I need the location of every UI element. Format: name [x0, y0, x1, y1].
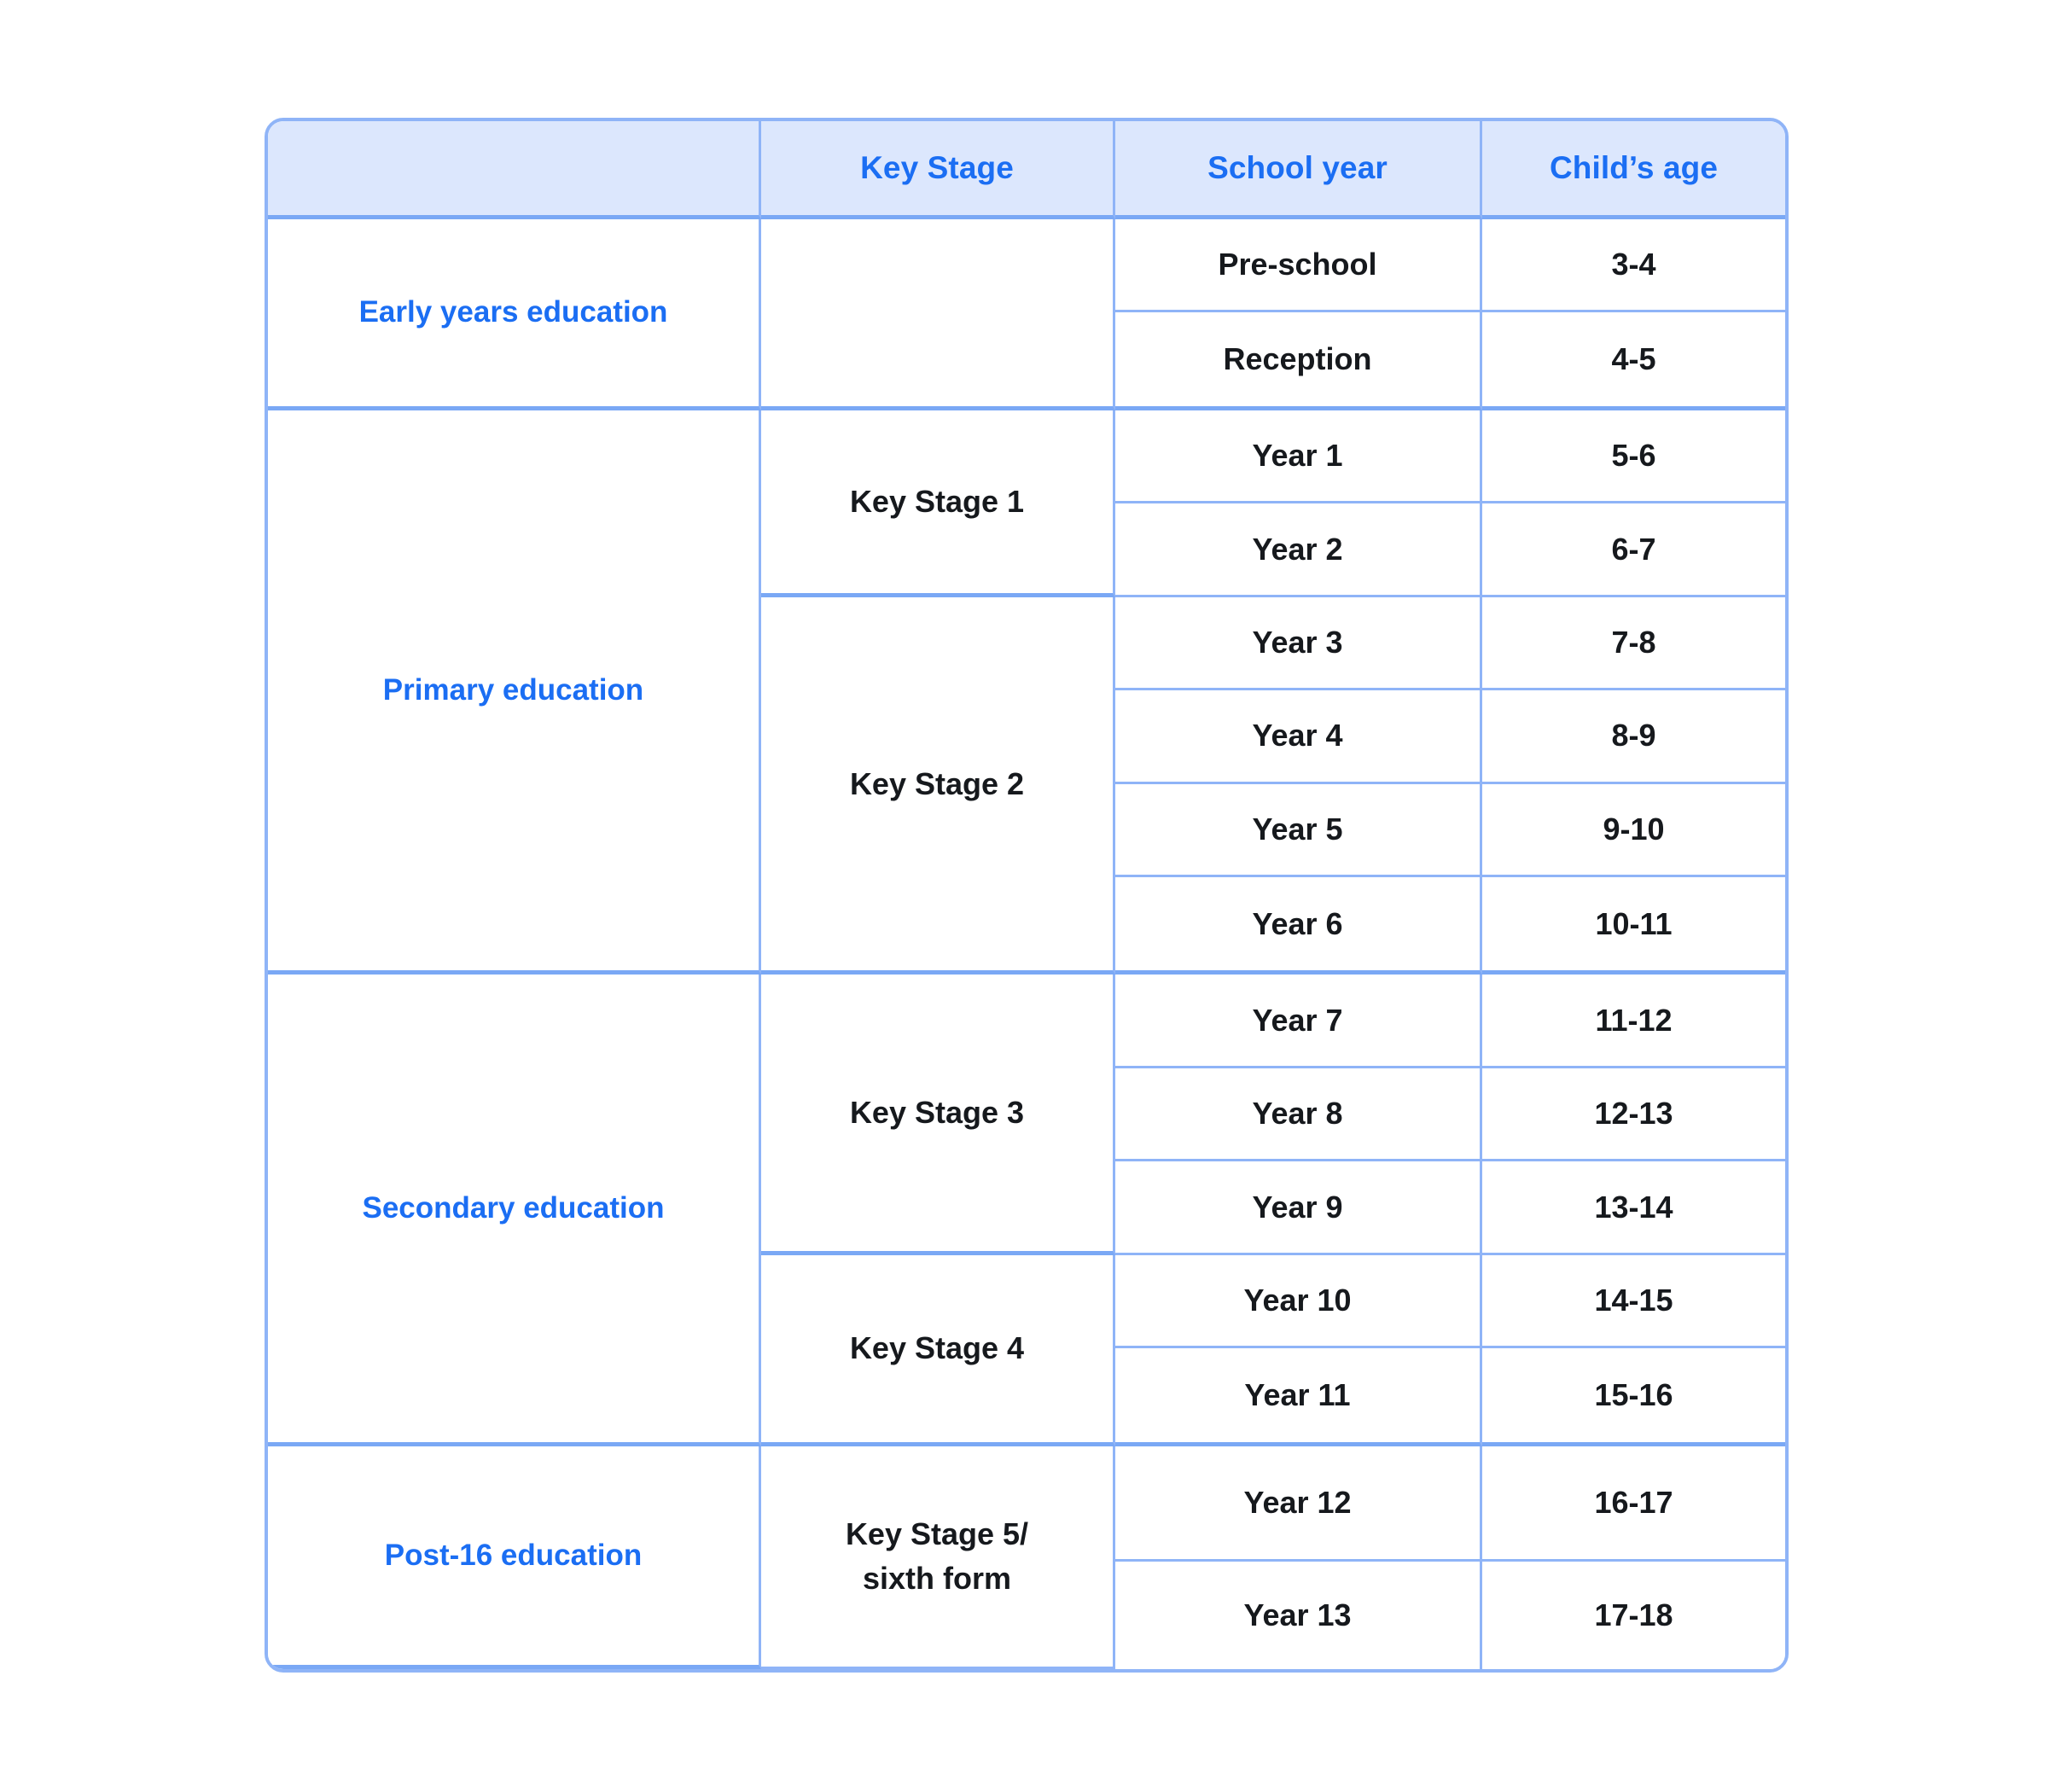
childs-age-cell: 3-4	[1482, 219, 1785, 313]
key-stage-cell: Key Stage 2	[761, 596, 1115, 975]
school-year-cell: Reception	[1115, 312, 1482, 410]
school-year-cell: Year 6	[1115, 877, 1482, 975]
table-row: Year 8 12-13	[268, 1068, 1785, 1162]
childs-age-cell: 8-9	[1482, 690, 1785, 784]
table-row: Year 2 6-7	[268, 503, 1785, 597]
school-year-cell: Pre-school	[1115, 219, 1482, 313]
school-year-cell: Year 11	[1115, 1348, 1482, 1446]
column-header-childs-age: Child’s age	[1482, 121, 1785, 219]
table-row: Year 4 8-9	[268, 690, 1785, 784]
key-stage-cell: Key Stage 5/sixth form	[761, 1446, 1115, 1669]
childs-age-cell: 16-17	[1482, 1446, 1785, 1562]
school-year-cell: Year 4	[1115, 690, 1482, 784]
childs-age-cell: 5-6	[1482, 410, 1785, 504]
table-row: Year 13 17-18	[268, 1561, 1785, 1669]
childs-age-cell: 7-8	[1482, 596, 1785, 691]
table-row: Reception 4-5	[268, 312, 1785, 410]
table-row: Secondary education Key Stage 3 Year 7 11-1…	[268, 975, 1785, 1446]
table-row: Year 9 13-14	[268, 1161, 1785, 1255]
school-year-cell: Year 8	[1115, 1068, 1482, 1162]
table-row: Year 6 10-11	[268, 877, 1785, 975]
table-header: Key Stage School year Child’s age	[268, 121, 1785, 219]
column-header-key-stage: Key Stage	[761, 121, 1115, 219]
childs-age-cell: 14-15	[1482, 1254, 1785, 1349]
table-body: Early years education Pre-school 3-4 Recept…	[268, 219, 1785, 1669]
education-stages-table: Key Stage School year Child’s age Early …	[265, 118, 1789, 1673]
childs-age-cell: 10-11	[1482, 877, 1785, 975]
key-stage-cell	[761, 219, 1115, 410]
header-row: Key Stage School year Child’s age	[268, 121, 1785, 219]
childs-age-cell: 6-7	[1482, 503, 1785, 597]
school-year-cell: Year 1	[1115, 410, 1482, 504]
school-year-cell: Year 3	[1115, 596, 1482, 691]
childs-age-cell: 9-10	[1482, 783, 1785, 878]
school-year-cell: Year 7	[1115, 975, 1482, 1068]
childs-age-cell: 4-5	[1482, 312, 1785, 410]
column-header-school-year: School year	[1115, 121, 1482, 219]
key-stage-cell: Key Stage 1	[761, 410, 1115, 597]
school-year-cell: Year 2	[1115, 503, 1482, 597]
school-year-cell: Year 13	[1115, 1561, 1482, 1669]
table-row: Key Stage 4 Year 10 14-15	[268, 1254, 1785, 1446]
phase-cell: Secondary education	[268, 975, 761, 1446]
school-year-cell: Year 5	[1115, 783, 1482, 878]
childs-age-cell: 11-12	[1482, 975, 1785, 1068]
phase-cell: Early years education	[268, 219, 761, 410]
school-year-cell: Year 12	[1115, 1446, 1482, 1562]
table-row: Post-16 education Key Stage 5/sixth form Y…	[268, 1446, 1785, 1669]
phase-cell: Primary education	[268, 410, 761, 975]
school-year-cell: Year 9	[1115, 1161, 1482, 1255]
column-header-phase	[268, 121, 761, 219]
childs-age-cell: 12-13	[1482, 1068, 1785, 1162]
education-stages-table-container: Key Stage School year Child’s age Early …	[265, 118, 1789, 1673]
key-stage-cell: Key Stage 4	[761, 1254, 1115, 1446]
table-row: Early years education Pre-school 3-4	[268, 219, 1785, 410]
childs-age-cell: 15-16	[1482, 1348, 1785, 1446]
childs-age-cell: 13-14	[1482, 1161, 1785, 1255]
school-year-cell: Year 10	[1115, 1254, 1482, 1349]
table-row: Primary education Key Stage 1 Year 1 5-6	[268, 410, 1785, 975]
table-row: Year 11 15-16	[268, 1348, 1785, 1446]
childs-age-cell: 17-18	[1482, 1561, 1785, 1669]
key-stage-cell: Key Stage 3	[761, 975, 1115, 1255]
table-row: Key Stage 2 Year 3 7-8	[268, 596, 1785, 975]
table-row: Year 5 9-10	[268, 783, 1785, 878]
phase-cell: Post-16 education	[268, 1446, 761, 1669]
